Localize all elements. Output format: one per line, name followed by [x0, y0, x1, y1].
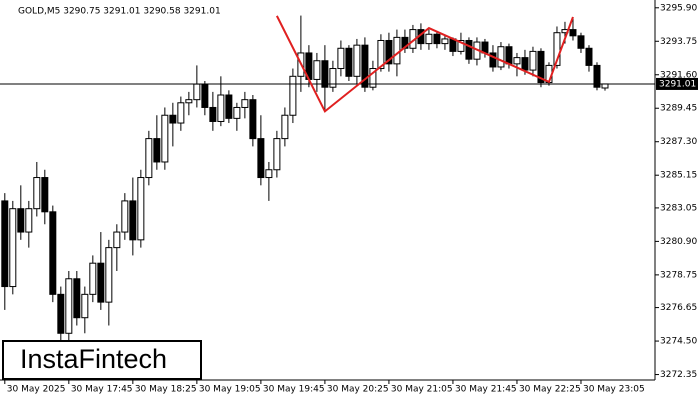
candle-body — [105, 247, 113, 303]
candle-body — [329, 68, 337, 88]
candle-body — [161, 114, 169, 163]
x-tick-label: 30 May 21:05 — [391, 385, 453, 395]
candle-body — [137, 177, 145, 241]
x-tick-label: 30 May 17:45 — [71, 385, 133, 395]
candle-body — [9, 208, 17, 288]
candle-body — [273, 138, 281, 171]
brand-box — [2, 340, 202, 380]
candle-body — [249, 99, 257, 140]
candle-body — [153, 138, 161, 163]
candle-body — [185, 99, 193, 104]
candle-body — [209, 106, 217, 122]
candle-body — [49, 211, 57, 295]
candle-body — [281, 114, 289, 140]
candle-body — [425, 33, 433, 45]
candle-body — [529, 50, 537, 71]
x-tick-label: 30 May 23:05 — [583, 385, 645, 395]
candle-body — [441, 38, 449, 45]
y-tick-label: 3272.35 — [660, 370, 697, 380]
chart-header: GOLD,M5 3290.75 3291.01 3290.58 3291.01 — [18, 7, 221, 17]
candle-body — [17, 208, 25, 233]
x-tick-label: 30 May 2025 — [7, 385, 66, 395]
candle-body — [585, 47, 593, 66]
candle-body — [33, 177, 41, 210]
candle-body — [593, 64, 601, 88]
current-price-box — [656, 77, 698, 90]
candle-body — [121, 200, 129, 233]
candle-body — [369, 68, 377, 88]
candle-body — [337, 47, 345, 70]
y-tick-label: 3274.50 — [660, 337, 697, 347]
candle-body — [321, 60, 329, 88]
candle-body — [81, 293, 89, 319]
x-tick-label: 30 May 18:25 — [135, 385, 197, 395]
candle-body — [145, 138, 153, 179]
candle-body — [353, 44, 361, 77]
y-tick-label: 3276.65 — [660, 303, 697, 313]
candle-body — [569, 29, 577, 37]
x-tick-label: 30 May 21:45 — [455, 385, 517, 395]
candle-body — [169, 114, 177, 124]
candle-body — [361, 44, 369, 88]
candle-body — [289, 75, 297, 116]
candle-body — [217, 94, 225, 122]
x-tick-label: 30 May 22:25 — [519, 385, 581, 395]
candle-body — [129, 200, 137, 241]
current-price-label: 3291.01 — [659, 79, 696, 89]
candle-body — [465, 39, 473, 60]
y-tick-label: 3293.75 — [660, 37, 697, 47]
brand-logo: InstaFintech — [20, 344, 167, 374]
candle-body — [601, 83, 609, 89]
candle-body — [497, 46, 505, 68]
y-tick-label: 3289.45 — [660, 104, 697, 114]
candle-body — [201, 83, 209, 108]
candle-body — [265, 169, 273, 179]
candle-body — [345, 47, 353, 77]
candle-body — [41, 177, 49, 213]
y-tick-label: 3283.05 — [660, 203, 697, 213]
y-tick-label: 3287.30 — [660, 137, 697, 147]
candle-body — [25, 208, 33, 233]
candle-body — [393, 36, 401, 65]
candle-body — [505, 46, 513, 65]
y-tick-label: 3280.90 — [660, 237, 697, 247]
candle-body — [1, 200, 9, 288]
candle-body — [489, 52, 497, 68]
x-tick-label: 30 May 19:45 — [263, 385, 325, 395]
candle-body — [313, 60, 321, 80]
candle-body — [457, 39, 465, 52]
x-tick-label: 30 May 20:25 — [327, 385, 389, 395]
candle-body — [521, 57, 529, 71]
candle-body — [577, 35, 585, 49]
candle-body — [257, 138, 265, 179]
candle-body — [113, 231, 121, 249]
candle-body — [233, 106, 241, 119]
candle-body — [65, 278, 73, 334]
candle-body — [377, 39, 385, 70]
candle-body — [89, 262, 97, 295]
y-tick-label: 3295.90 — [660, 3, 697, 13]
pattern-line — [275, 15, 574, 113]
candle-body — [57, 293, 65, 334]
candle-body — [385, 39, 393, 65]
candle-body — [225, 94, 233, 119]
candle-body — [177, 102, 185, 124]
y-tick-label: 3285.15 — [660, 171, 697, 181]
candle-body — [73, 278, 81, 319]
candle-body — [193, 83, 201, 101]
candle-body — [537, 50, 545, 84]
candle-body — [97, 262, 105, 303]
candle-body — [513, 57, 521, 65]
x-tick-label: 30 May 19:05 — [199, 385, 261, 395]
y-tick-label: 3291.60 — [660, 70, 697, 80]
candle-body — [433, 33, 441, 45]
candle-body — [241, 99, 249, 108]
y-tick-label: 3278.75 — [660, 270, 697, 280]
candle-body — [553, 32, 561, 66]
